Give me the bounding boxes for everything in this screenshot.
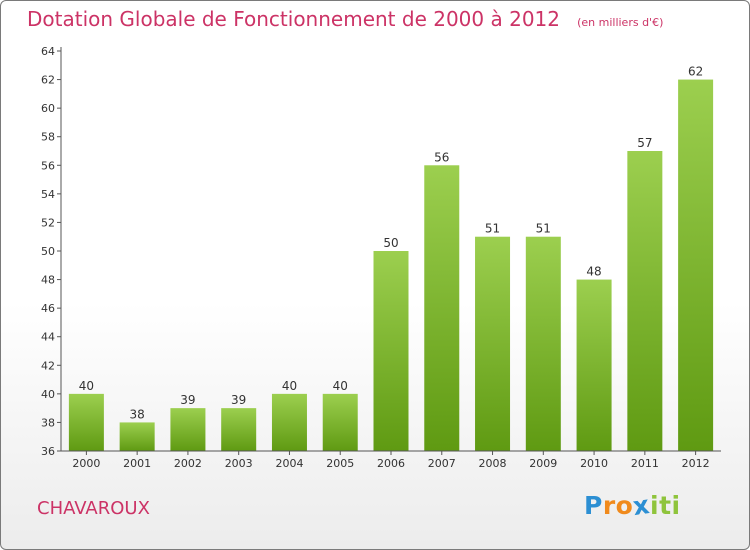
proxiti-logo[interactable]: Proxiti xyxy=(584,489,681,522)
value-label-2003: 39 xyxy=(231,393,246,407)
x-tick-label-2010: 2010 xyxy=(580,457,608,470)
value-label-2007: 56 xyxy=(434,150,449,164)
y-tick-label-58: 58 xyxy=(41,131,55,144)
logo-letter: t xyxy=(659,491,672,520)
y-tick-label-50: 50 xyxy=(41,245,55,258)
bar-2008 xyxy=(475,236,511,451)
y-tick-label-40: 40 xyxy=(41,388,55,401)
y-tick-label-56: 56 xyxy=(41,159,55,172)
y-tick-label-62: 62 xyxy=(41,74,55,87)
commune-name: CHAVAROUX xyxy=(37,498,150,519)
bar-2005 xyxy=(322,393,358,451)
y-tick-label-38: 38 xyxy=(41,416,55,429)
value-label-2006: 50 xyxy=(383,236,398,250)
bar-2003 xyxy=(221,408,257,451)
y-tick-label-42: 42 xyxy=(41,359,55,372)
logo-letter: r xyxy=(602,491,616,520)
bar-2012 xyxy=(678,79,714,452)
y-tick-label-60: 60 xyxy=(41,102,55,115)
logo-letter: i xyxy=(671,491,681,520)
x-tick-label-2012: 2012 xyxy=(682,457,710,470)
value-label-2008: 51 xyxy=(485,222,500,236)
bar-2001 xyxy=(119,422,155,451)
y-tick-label-46: 46 xyxy=(41,302,55,315)
bar-2007 xyxy=(424,165,460,452)
x-tick-label-2006: 2006 xyxy=(377,457,405,470)
unit-label: (en milliers d'€) xyxy=(577,16,664,29)
chart-title: Dotation Globale de Fonctionnement de 20… xyxy=(27,7,560,31)
bar-2004 xyxy=(271,393,307,451)
title-row: Dotation Globale de Fonctionnement de 20… xyxy=(27,7,663,31)
value-label-2001: 38 xyxy=(130,407,145,421)
value-label-2004: 40 xyxy=(282,379,297,393)
y-tick-label-64: 64 xyxy=(41,45,55,58)
x-tick-label-2008: 2008 xyxy=(479,457,507,470)
y-tick-label-36: 36 xyxy=(41,445,55,458)
x-tick-label-2000: 2000 xyxy=(72,457,100,470)
bar-2010 xyxy=(576,279,612,451)
value-label-2002: 39 xyxy=(180,393,195,407)
value-label-2009: 51 xyxy=(536,222,551,236)
y-tick-label-52: 52 xyxy=(41,216,55,229)
value-label-2000: 40 xyxy=(79,379,94,393)
logo-letter: x xyxy=(631,489,652,522)
x-tick-label-2011: 2011 xyxy=(631,457,659,470)
bar-2009 xyxy=(525,236,561,451)
logo-letter: i xyxy=(650,491,660,520)
x-tick-label-2009: 2009 xyxy=(529,457,557,470)
logo-letter: P xyxy=(584,491,603,520)
bars-layer: 40 38 39 39 40 40 50 56 51 51 48 57 62 xyxy=(68,65,714,452)
x-tick-label-2005: 2005 xyxy=(326,457,354,470)
y-tick-label-48: 48 xyxy=(41,274,55,287)
x-tick-label-2001: 2001 xyxy=(123,457,151,470)
x-tick-label-2007: 2007 xyxy=(428,457,456,470)
y-tick-label-44: 44 xyxy=(41,331,55,344)
axes-layer: 2000 2001 2002 2003 2004 2005 2006 2007 2008 2009… xyxy=(41,45,721,470)
bar-2002 xyxy=(170,408,206,451)
value-label-2010: 48 xyxy=(586,265,601,279)
bar-2011 xyxy=(627,151,663,451)
x-tick-label-2002: 2002 xyxy=(174,457,202,470)
x-tick-label-2004: 2004 xyxy=(275,457,303,470)
value-label-2005: 40 xyxy=(333,379,348,393)
bar-2006 xyxy=(373,251,409,451)
logo-letter: o xyxy=(615,491,634,520)
bar-2000 xyxy=(68,393,104,451)
value-label-2012: 62 xyxy=(688,65,703,79)
y-tick-label-54: 54 xyxy=(41,188,55,201)
x-tick-label-2003: 2003 xyxy=(225,457,253,470)
value-label-2011: 57 xyxy=(637,136,652,150)
